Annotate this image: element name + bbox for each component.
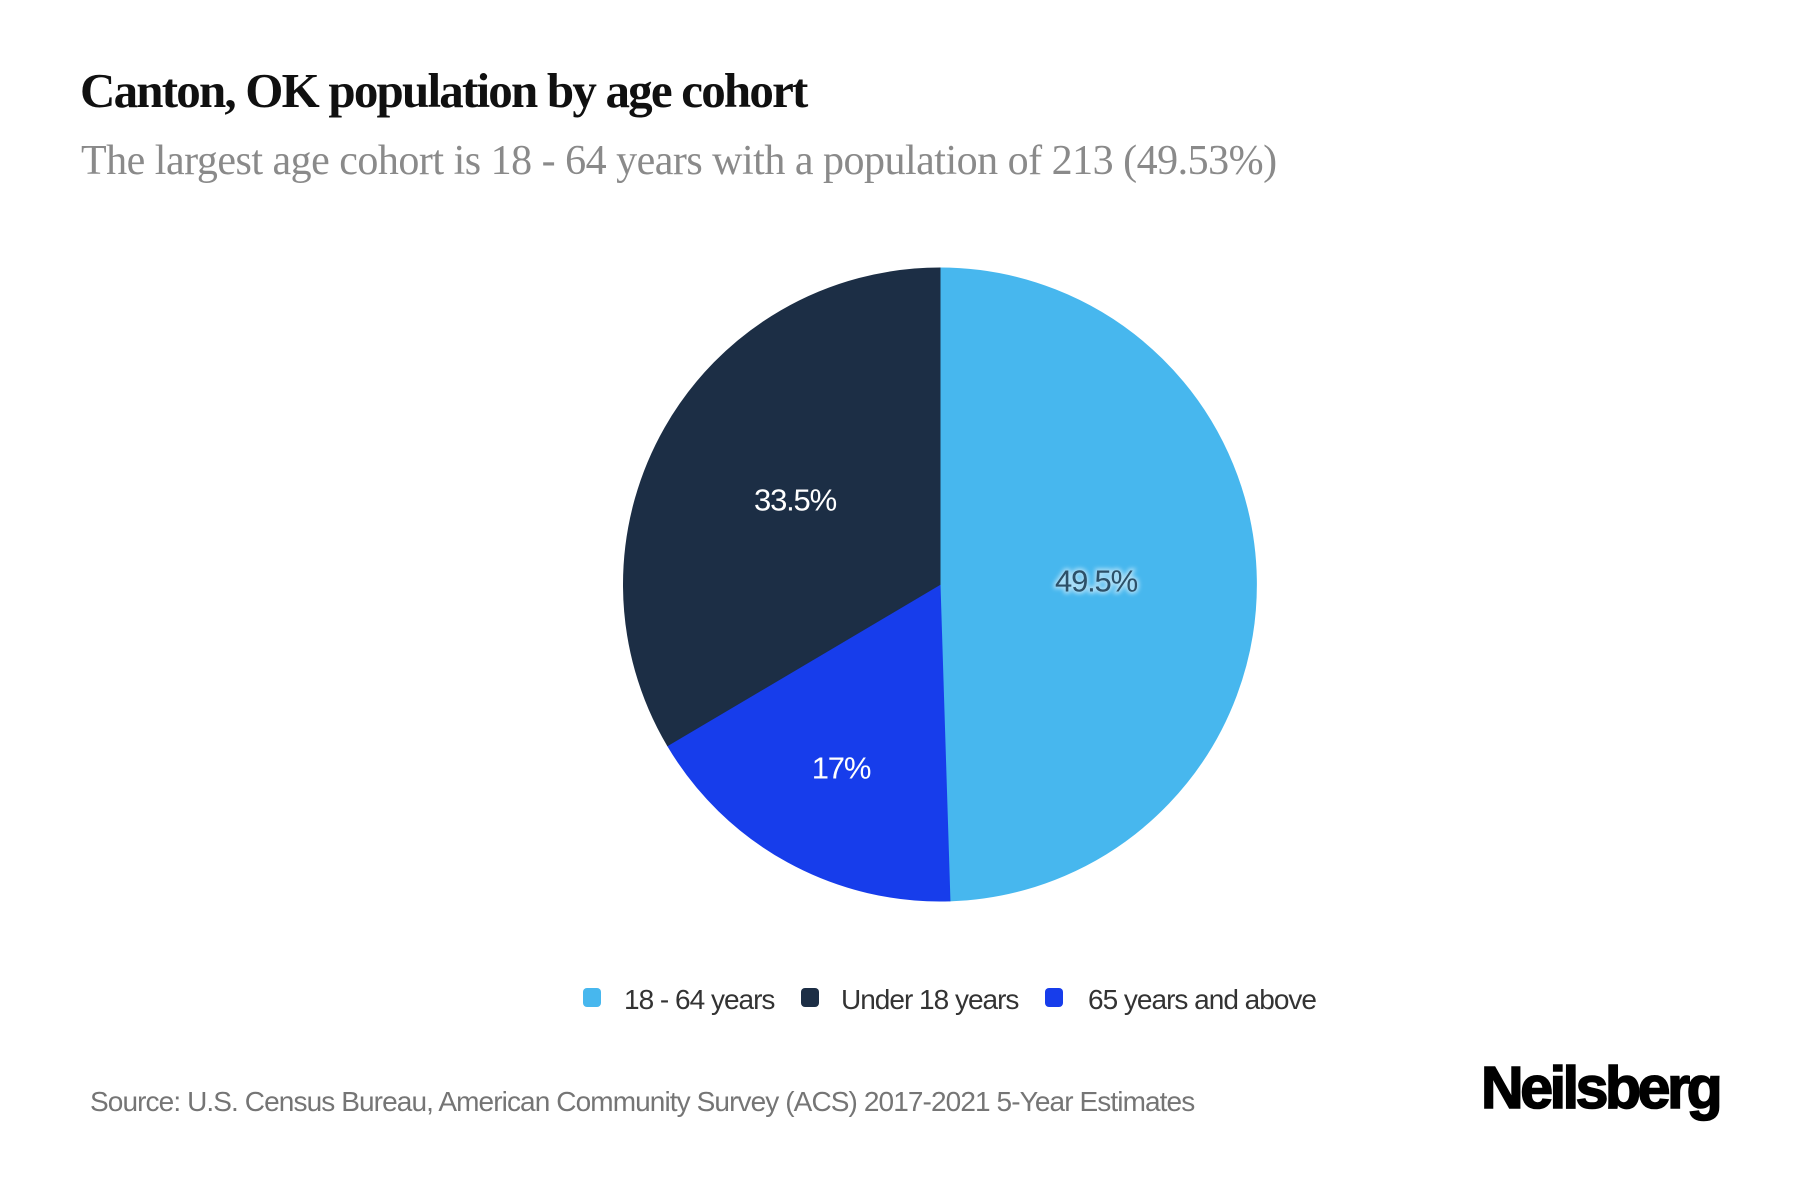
svg-text:49.5%: 49.5%: [1055, 564, 1138, 599]
svg-text:33.5%: 33.5%: [754, 483, 837, 518]
svg-text:49.5%: 49.5%: [1055, 564, 1138, 599]
svg-text:17%: 17%: [812, 751, 871, 786]
